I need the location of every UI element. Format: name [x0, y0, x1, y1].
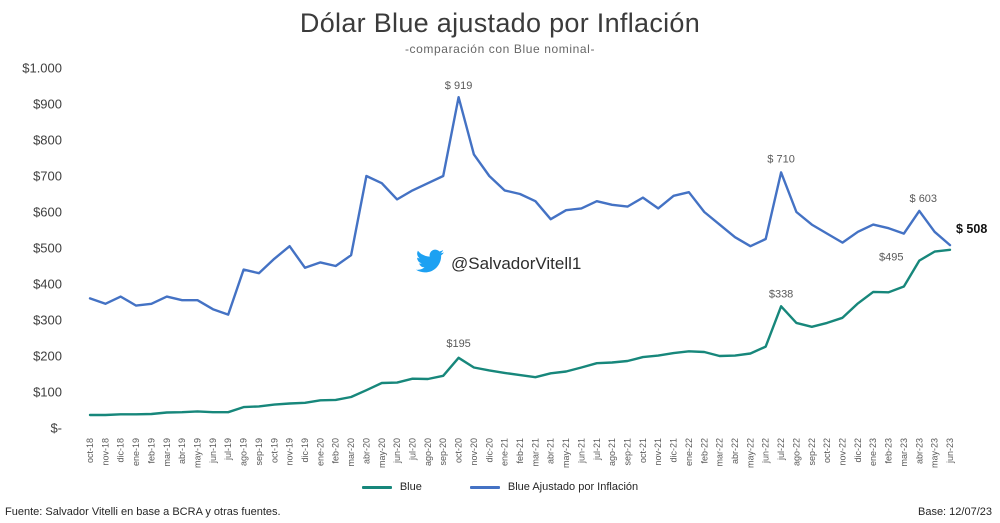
chart-subtitle: -comparación con Blue nominal- — [404, 42, 596, 56]
x-axis-tick-label: ene-22 — [684, 438, 694, 466]
x-axis-tick-label: jul-19 — [223, 438, 233, 461]
x-axis-tick-label: jun-21 — [576, 438, 586, 464]
y-axis-tick-label: $500 — [33, 241, 62, 256]
x-axis-tick-label: mar-21 — [530, 438, 540, 467]
x-axis-tick-label: oct-22 — [822, 438, 832, 463]
legend-swatch — [361, 485, 392, 489]
x-axis-tick-label: jun-22 — [761, 438, 771, 464]
y-axis-tick-label: $100 — [33, 385, 62, 400]
y-axis-tick-label: $400 — [33, 277, 62, 292]
y-axis-tick-label: $200 — [33, 349, 62, 364]
y-axis-tick-label: $700 — [33, 169, 62, 184]
chart-legend: Blue Blue Ajustado por Inflación — [0, 481, 1000, 493]
x-axis-tick-label: feb-23 — [884, 438, 894, 464]
x-axis-tick-label: jun-20 — [392, 438, 402, 464]
x-axis-tick-label: dic-18 — [116, 438, 126, 463]
x-axis-tick-label: feb-22 — [699, 438, 709, 464]
x-axis-tick-label: sep-19 — [254, 438, 264, 466]
x-axis-tick-label: mar-22 — [715, 438, 725, 467]
footer-source: Fuente: Salvador Vitelli en base a BCRA … — [5, 506, 281, 518]
x-axis-tick-label: abr-21 — [546, 438, 556, 464]
chart-title: Dólar Blue ajustado por Inflación — [299, 8, 701, 38]
annotation-label: $ 919 — [445, 80, 473, 92]
x-axis-tick-label: jun-23 — [945, 438, 955, 464]
x-axis-tick-label: dic-21 — [669, 438, 679, 463]
y-axis-tick-label: $- — [50, 421, 62, 436]
x-axis-tick-label: sep-20 — [438, 438, 448, 466]
x-axis-tick-label: mar-19 — [162, 438, 172, 467]
x-axis-tick-label: may-23 — [930, 438, 940, 468]
y-axis-tick-label: $300 — [33, 313, 62, 328]
x-axis-tick-label: ago-21 — [607, 438, 617, 466]
x-axis-tick-label: nov-20 — [469, 438, 479, 466]
annotation-label: $ 508 — [956, 222, 987, 236]
x-axis-tick-label: ene-23 — [868, 438, 878, 466]
series-line-blue-ajustado — [88, 96, 952, 316]
x-axis-tick-label: mar-23 — [899, 438, 909, 467]
x-axis-tick-label: ene-19 — [131, 438, 141, 466]
x-axis-tick-label: nov-18 — [100, 438, 110, 466]
x-axis-tick-label: abr-22 — [730, 438, 740, 464]
legend-item-blue: Blue — [361, 481, 422, 493]
x-axis-tick-label: oct-20 — [454, 438, 464, 463]
legend-item-blue-ajustado: Blue Ajustado por Inflación — [469, 481, 639, 493]
x-axis-tick-label: oct-19 — [269, 438, 279, 463]
legend-label: Blue — [399, 481, 422, 493]
x-axis-tick-label: abr-23 — [914, 438, 924, 464]
annotation-label: $ 710 — [767, 153, 795, 165]
y-axis-tick-label: $1.000 — [22, 61, 62, 76]
x-axis-tick-label: feb-21 — [515, 438, 525, 464]
y-axis-tick-label: $800 — [33, 133, 62, 148]
x-axis-tick-label: jul-22 — [776, 438, 786, 461]
x-axis-tick-label: dic-20 — [484, 438, 494, 463]
x-axis-tick-label: may-20 — [377, 438, 387, 468]
x-axis-tick-label: may-21 — [561, 438, 571, 468]
watermark-handle: @SalvadorVitell1 — [451, 253, 582, 273]
y-axis-tick-label: $900 — [33, 97, 62, 112]
x-axis-tick-label: nov-22 — [838, 438, 848, 466]
x-axis-tick-label: nov-21 — [653, 438, 663, 466]
x-axis-tick-label: dic-19 — [300, 438, 310, 463]
x-axis-tick-label: oct-21 — [638, 438, 648, 463]
annotation-label: $338 — [769, 288, 793, 300]
footer-base-date: Base: 12/07/23 — [917, 506, 992, 518]
x-axis-tick-label: sep-22 — [807, 438, 817, 466]
legend-label: Blue Ajustado por Inflación — [507, 481, 639, 493]
x-axis-tick-label: dic-22 — [853, 438, 863, 463]
x-axis-tick-label: may-22 — [745, 438, 755, 468]
x-axis-tick-label: feb-19 — [146, 438, 156, 464]
legend-swatch — [469, 485, 500, 489]
x-axis-tick-label: jun-19 — [208, 438, 218, 464]
y-axis-tick-label: $600 — [33, 205, 62, 220]
x-axis-tick-label: feb-20 — [331, 438, 341, 464]
x-axis-tick-label: may-19 — [193, 438, 203, 468]
x-axis-tick-label: nov-19 — [285, 438, 295, 466]
x-axis-tick-label: ene-21 — [500, 438, 510, 466]
x-axis-tick-label: abr-19 — [177, 438, 187, 464]
annotation-label: $195 — [446, 338, 470, 350]
x-axis-tick-label: oct-18 — [85, 438, 95, 463]
series-line-blue-nominal — [88, 248, 952, 417]
x-axis-tick-label: ago-20 — [423, 438, 433, 466]
x-axis-tick-label: jul-21 — [592, 438, 602, 461]
annotation-label: $495 — [879, 252, 903, 264]
x-axis-tick-label: ago-22 — [791, 438, 801, 466]
x-axis-tick-label: jul-20 — [408, 438, 418, 461]
x-axis-tick-label: mar-20 — [346, 438, 356, 467]
x-axis-tick-label: sep-21 — [623, 438, 633, 466]
watermark: @SalvadorVitell1 — [416, 247, 581, 280]
x-axis-tick-label: ene-20 — [315, 438, 325, 466]
annotation-label: $ 603 — [910, 193, 938, 205]
twitter-bird-icon — [416, 247, 444, 280]
x-axis-tick-label: ago-19 — [239, 438, 249, 466]
x-axis-tick-label: abr-20 — [361, 438, 371, 464]
